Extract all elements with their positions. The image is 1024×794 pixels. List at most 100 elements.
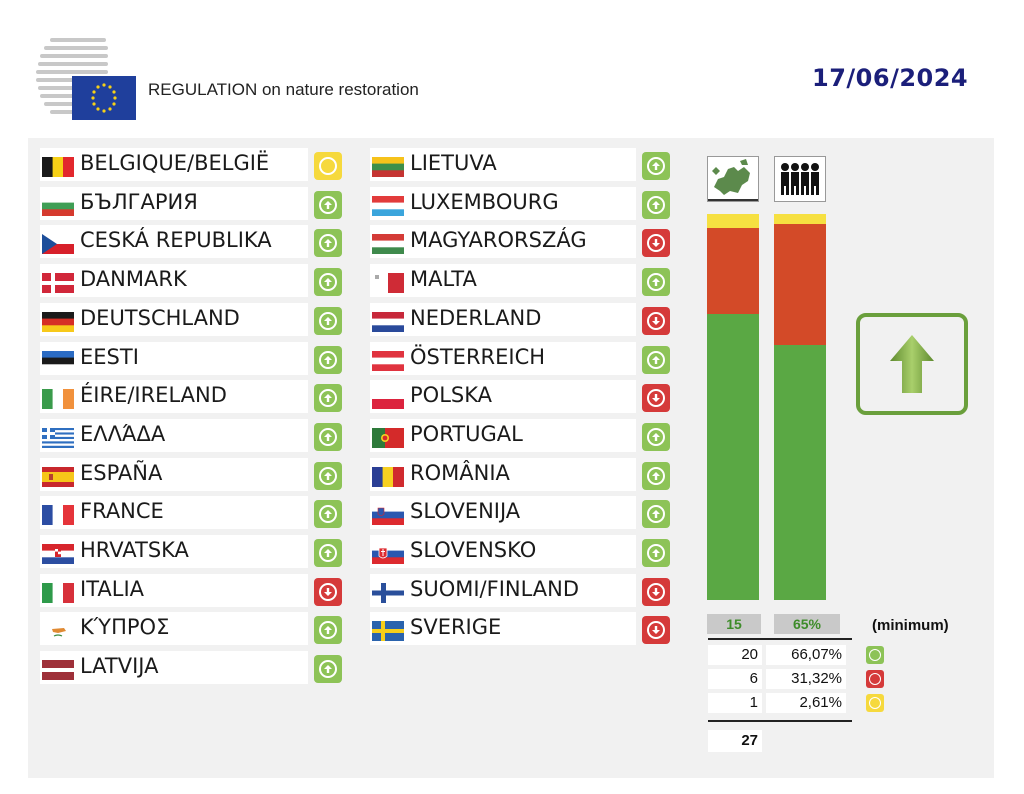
flag-nl-icon <box>372 311 404 332</box>
population-bar <box>774 214 826 600</box>
country-name: FRANCE <box>80 499 164 524</box>
country-name: ITALIA <box>80 576 145 601</box>
country-row: NEDERLAND <box>370 302 672 336</box>
vote-for-icon <box>314 345 342 374</box>
flag-pt-icon <box>372 427 404 448</box>
country-cell <box>40 535 308 568</box>
country-name: DEUTSCHLAND <box>80 305 240 330</box>
country-row: SUOMI/FINLAND <box>370 573 672 607</box>
flag-mt-icon <box>372 273 404 294</box>
vote-for-icon <box>314 384 342 413</box>
country-cell <box>40 264 308 298</box>
country-name: SLOVENIJA <box>410 499 521 524</box>
tally-percent: 2,61% <box>766 693 846 713</box>
vote-against-icon <box>642 229 670 258</box>
flag-lv-icon <box>42 660 74 681</box>
tally-percent: 66,07% <box>766 645 846 665</box>
vote-for-icon <box>314 190 342 219</box>
minimum-states: 15 <box>707 614 761 634</box>
country-name: SUOMI/FINLAND <box>410 576 580 601</box>
country-row: POLSKA <box>370 380 672 414</box>
vote-for-icon <box>314 461 342 490</box>
country-row: MAGYARORSZÁG <box>370 225 672 259</box>
vote-for-icon <box>642 422 670 451</box>
country-name: CESKÁ REPUBLIKA <box>80 228 272 253</box>
country-name: ÉIRE/IRELAND <box>80 383 227 408</box>
vote-for-icon <box>642 268 670 297</box>
country-name: ΚΎΠΡΟΣ <box>80 615 170 640</box>
flag-ro-icon <box>372 466 404 487</box>
vote-abstain-icon <box>314 152 342 180</box>
flag-ee-icon <box>42 350 74 371</box>
country-cell <box>40 380 308 414</box>
country-row: SLOVENIJA <box>370 496 672 530</box>
country-cell <box>370 457 636 491</box>
tally-divider <box>708 638 852 640</box>
country-cell <box>370 496 636 530</box>
vote-abstain-icon <box>866 694 884 712</box>
vote-for-icon <box>642 152 670 180</box>
vote-for-icon <box>314 306 342 335</box>
tally-divider <box>708 720 852 722</box>
council-logo <box>36 32 136 122</box>
country-name: BELGIQUE/BELGIË <box>80 151 270 175</box>
country-row: DEUTSCHLAND <box>40 302 344 336</box>
vote-against-icon <box>642 577 670 606</box>
minimum-label: (minimum) <box>872 617 949 634</box>
vote-against-icon <box>866 670 884 688</box>
country-cell <box>370 341 636 375</box>
country-row: FRANCE <box>40 496 344 530</box>
country-row: LATVIJA <box>40 651 344 685</box>
country-name: MAGYARORSZÁG <box>410 228 587 253</box>
vote-for-icon <box>314 539 342 567</box>
country-row: ITALIA <box>40 573 344 607</box>
vote-for-icon <box>642 539 670 567</box>
header: REGULATION on nature restoration 17/06/2… <box>0 0 1024 135</box>
country-cell <box>370 573 636 607</box>
flag-be-icon <box>42 157 74 177</box>
country-name: LIETUVA <box>410 151 497 175</box>
total-count: 27 <box>708 730 762 752</box>
country-cell <box>370 418 636 452</box>
country-cell <box>370 148 636 181</box>
tally-row: 1 2,61% <box>708 690 908 714</box>
flag-cy-icon <box>42 621 74 642</box>
flag-at-icon <box>372 350 404 371</box>
vote-results-panel: BELGIQUE/BELGIË БЪЛГАРИЯ CESKÁ REPUBLIKA DA… <box>28 138 994 778</box>
country-cell <box>370 264 636 298</box>
country-cell <box>40 418 308 452</box>
country-row: CESKÁ REPUBLIKA <box>40 225 344 259</box>
country-cell <box>40 573 308 607</box>
flag-si-icon <box>372 505 404 526</box>
vote-against-icon <box>314 577 342 606</box>
eu-map-icon <box>707 156 759 202</box>
flag-de-icon <box>42 311 74 332</box>
flag-hu-icon <box>372 234 404 255</box>
tally-count: 6 <box>708 669 762 689</box>
flag-fr-icon <box>42 505 74 526</box>
flag-cz-icon <box>42 234 74 255</box>
flag-se-icon <box>372 621 404 642</box>
country-row: ΚΎΠΡΟΣ <box>40 612 344 646</box>
population-icon <box>774 156 826 202</box>
country-name: DANMARK <box>80 267 187 292</box>
country-row: SLOVENSKO <box>370 535 672 568</box>
vote-for-icon <box>314 500 342 529</box>
country-name: LUXEMBOURG <box>410 189 559 214</box>
flag-lu-icon <box>372 195 404 216</box>
flag-dk-icon <box>42 273 74 294</box>
country-row: ΕΛΛΆΔΑ <box>40 418 344 452</box>
country-row: PORTUGAL <box>370 418 672 452</box>
bar-segment-for <box>707 314 759 600</box>
country-cell <box>40 612 308 646</box>
vote-against-icon <box>642 616 670 645</box>
vote-for-icon <box>642 190 670 219</box>
vote-against-icon <box>642 384 670 413</box>
vote-for-icon <box>642 345 670 374</box>
flag-es-icon <box>42 466 74 487</box>
vote-for-icon <box>642 461 670 490</box>
vote-against-icon <box>642 306 670 335</box>
country-cell <box>40 457 308 491</box>
country-name: POLSKA <box>410 383 492 408</box>
vote-for-icon <box>314 229 342 258</box>
